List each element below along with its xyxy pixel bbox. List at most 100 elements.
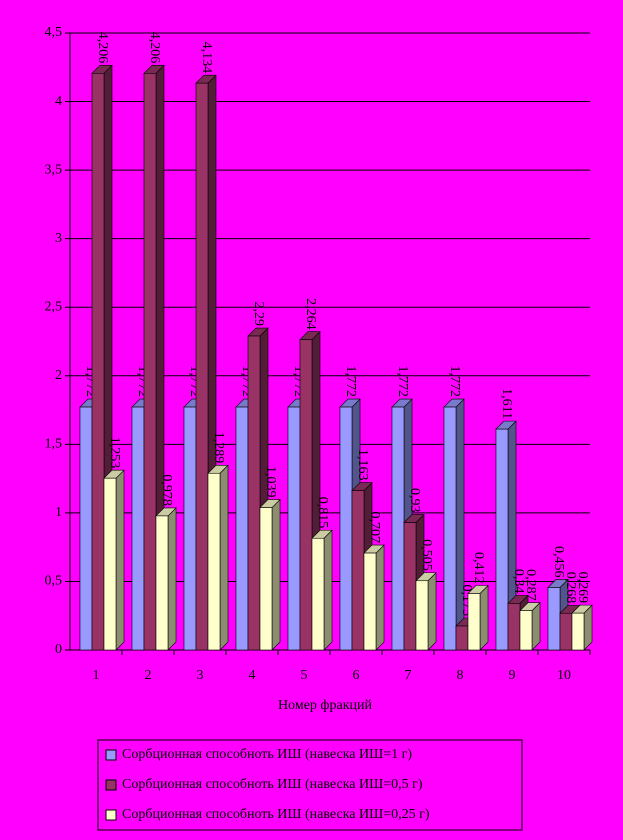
bar-side — [375, 544, 385, 651]
bar — [103, 469, 125, 651]
bar-front — [91, 73, 105, 651]
bar — [311, 529, 333, 651]
bar-front — [507, 603, 521, 651]
y-tick-label: 0,5 — [45, 574, 63, 589]
bar-front — [247, 335, 261, 651]
y-tick-label: 4,5 — [45, 25, 63, 40]
value-label: 4,134 — [199, 42, 214, 74]
value-label: 0,268 — [563, 572, 578, 604]
bar — [415, 572, 437, 651]
x-tick-label: 3 — [197, 668, 204, 683]
value-label: 1,611 — [499, 388, 514, 419]
value-label: 0,269 — [575, 572, 590, 604]
value-label: 1,772 — [343, 366, 358, 398]
y-tick-label: 4 — [55, 94, 62, 109]
value-label: 1,772 — [447, 366, 462, 398]
bar-front — [143, 73, 157, 651]
bar-front — [363, 552, 377, 651]
bar-front — [103, 477, 117, 651]
x-axis-label: Номер фракций — [278, 698, 372, 713]
value-label: 2,264 — [303, 298, 318, 330]
bar-front — [235, 406, 249, 651]
bar-front — [351, 490, 365, 651]
value-label: 4,206 — [147, 32, 162, 64]
legend-label: Сорбционная способноть ИШ (навеска ИШ=0,… — [122, 807, 430, 822]
bar-front — [183, 406, 197, 651]
x-tick-label: 8 — [457, 668, 464, 683]
bar-side — [427, 572, 437, 651]
bar — [571, 604, 593, 651]
x-tick-label: 5 — [301, 668, 308, 683]
bar-front — [131, 406, 145, 651]
y-tick-label: 3 — [55, 231, 62, 246]
value-label: 0,34 — [511, 569, 526, 594]
bar-front — [559, 612, 573, 651]
bar-front — [467, 593, 481, 651]
value-label: 0,412 — [471, 552, 486, 584]
bar — [259, 498, 281, 651]
bar-front — [195, 82, 209, 651]
value-label: 1,289 — [211, 432, 226, 464]
bar — [443, 398, 465, 651]
bar-front — [455, 625, 469, 651]
bar — [519, 601, 541, 651]
value-label: 4,206 — [95, 32, 110, 64]
value-label: 1,163 — [355, 449, 370, 481]
bar-front — [571, 612, 585, 651]
value-label: 0,707 — [367, 512, 382, 544]
x-tick-label: 10 — [557, 668, 571, 683]
bar — [155, 507, 177, 651]
bar-side — [323, 529, 333, 651]
value-label: 0,287 — [523, 569, 538, 601]
x-tick-label: 2 — [145, 668, 152, 683]
bar-front — [495, 428, 509, 651]
y-tick-label: 2 — [55, 368, 62, 383]
bar-front — [519, 610, 533, 651]
value-label: 1,772 — [395, 366, 410, 398]
legend-swatch — [105, 749, 117, 761]
bar-front — [259, 507, 273, 651]
legend — [97, 739, 523, 831]
bar-side — [271, 498, 281, 651]
value-label: 0,815 — [315, 497, 330, 529]
bar-front — [311, 537, 325, 651]
bar-front — [79, 406, 93, 651]
value-label: 2,29 — [251, 302, 266, 327]
bar-side — [115, 469, 125, 651]
bar-front — [339, 406, 353, 651]
bar-side — [167, 507, 177, 651]
x-tick-label: 7 — [405, 668, 412, 683]
bar-front — [443, 406, 457, 651]
x-tick-label: 6 — [353, 668, 360, 683]
bar — [143, 64, 165, 651]
legend-swatch — [105, 779, 117, 791]
bar-front — [391, 406, 405, 651]
x-tick-label: 9 — [509, 668, 516, 683]
bar — [495, 420, 517, 651]
y-tick-label: 2,5 — [45, 299, 63, 314]
bar-side — [219, 464, 229, 651]
x-tick-label: 1 — [93, 668, 100, 683]
bar-front — [403, 522, 417, 651]
value-label: 0,456 — [551, 546, 566, 578]
bar-front — [287, 406, 301, 651]
legend-label: Сорбционная способноть ИШ (навеска ИШ=0,… — [122, 777, 423, 792]
y-tick-label: 0 — [55, 642, 62, 657]
y-tick-label: 1,5 — [45, 437, 63, 452]
bar-front — [547, 587, 561, 651]
bar-side — [479, 584, 489, 651]
value-label: 0,93 — [407, 488, 422, 513]
legend-label: Сорбционная способноть ИШ (навеска ИШ=1 … — [122, 747, 412, 762]
bar-front — [415, 580, 429, 651]
bar-front — [155, 515, 169, 651]
value-label: 0,505 — [419, 539, 434, 571]
value-label: 0,978 — [159, 474, 174, 506]
value-label: 1,253 — [107, 437, 122, 469]
bar — [363, 544, 385, 651]
value-label: 1,039 — [263, 466, 278, 498]
bar — [207, 464, 229, 651]
bar-front — [207, 472, 221, 651]
bar — [467, 584, 489, 651]
legend-swatch — [105, 809, 117, 821]
